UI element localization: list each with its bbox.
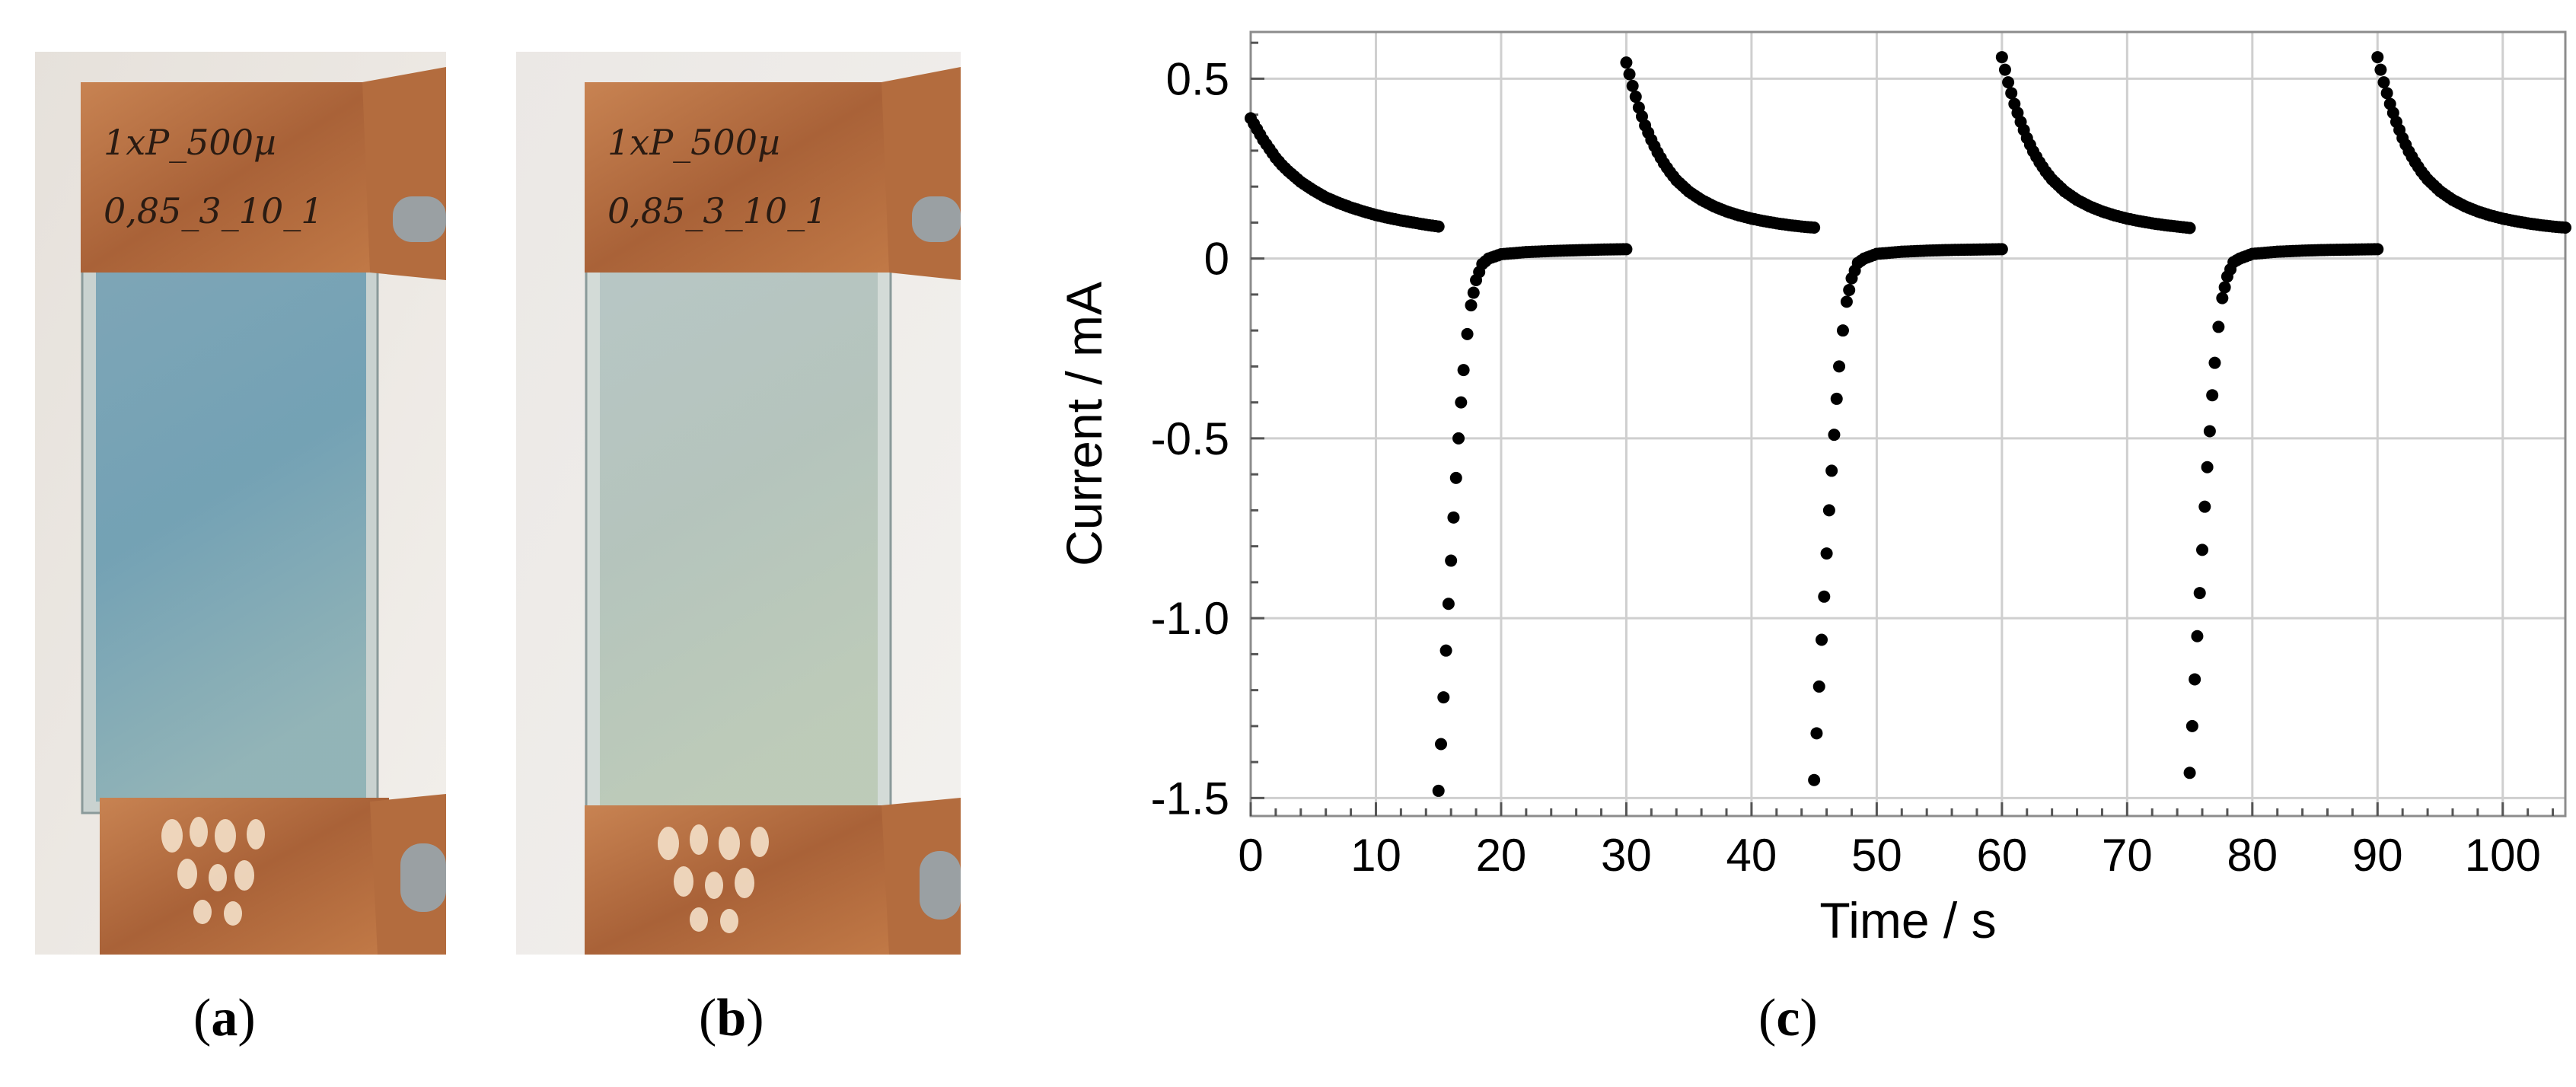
data-point [1452, 432, 1465, 445]
data-point [1435, 738, 1448, 751]
data-point [2377, 76, 2390, 89]
data-point [2196, 544, 2209, 556]
data-point [1825, 464, 1838, 477]
data-point [2005, 87, 2018, 100]
data-point [2208, 356, 2221, 369]
data-point [1843, 284, 1856, 297]
x-tick-label: 70 [2102, 830, 2153, 881]
data-point [1461, 327, 1474, 340]
data-point [1467, 286, 1480, 299]
data-point [1808, 773, 1821, 786]
x-tick-label: 50 [1851, 830, 1902, 881]
data-point [2380, 87, 2393, 100]
data-point [2371, 243, 2384, 256]
data-point [1833, 360, 1846, 373]
data-point [1437, 691, 1450, 704]
x-tick-label: 30 [1601, 830, 1652, 881]
x-tick-label: 0 [1238, 830, 1263, 881]
data-point [1465, 299, 1478, 312]
x-tick-label: 90 [2352, 830, 2403, 881]
y-tick-label: 0.5 [1166, 53, 1229, 104]
data-point [2185, 719, 2198, 732]
data-point [1820, 547, 1833, 560]
data-point [2216, 292, 2229, 304]
data-point [1620, 243, 1633, 256]
data-point [2212, 320, 2225, 333]
data-point [1455, 396, 1468, 409]
data-point [1998, 63, 2011, 76]
caption-panel-c: (c) [1758, 989, 1818, 1047]
data-point [1995, 243, 2008, 256]
data-point [1623, 68, 1636, 81]
data-point [2183, 222, 2196, 234]
data-point [1810, 727, 1823, 740]
data-point [1620, 56, 1633, 69]
data-point [1816, 633, 1828, 646]
data-points [1245, 51, 2571, 797]
x-tick-label: 20 [1476, 830, 1527, 881]
x-tick-label: 40 [1726, 830, 1777, 881]
photo-label-line1: 1xP_500µ [607, 122, 780, 163]
axis-ticks [1249, 41, 2555, 816]
plot-frame [1249, 30, 2567, 818]
photo-bleached-device-image: 1xP_500µ 0,85_3_10_1 [516, 52, 961, 955]
data-point [2198, 500, 2211, 513]
data-point [2559, 222, 2571, 234]
photo-colored-device-image: 1xP_500µ 0,85_3_10_1 [35, 52, 446, 955]
data-point [1995, 51, 2008, 64]
photo-bleached-device: 1xP_500µ 0,85_3_10_1 [516, 52, 961, 955]
caption-panel-a: (a) [193, 989, 256, 1047]
data-point [2203, 425, 2216, 438]
x-tick-label: 100 [2465, 830, 2541, 881]
data-point [1626, 79, 1639, 92]
y-tick-label: -0.5 [1151, 413, 1229, 464]
data-point [1836, 324, 1849, 337]
data-point [1840, 295, 1853, 308]
chronoamperometry-chart: 0 10 20 30 40 50 60 70 80 90 100 0.5 0 -0.5 -1.0 -1.5 T… [1056, 30, 2571, 948]
x-axis-label: Time / s [1819, 892, 1996, 948]
data-point [1432, 784, 1445, 797]
data-point [2206, 389, 2219, 402]
data-point [1442, 598, 1455, 610]
y-tick-label: -1.5 [1151, 773, 1229, 824]
data-point [1818, 590, 1831, 603]
data-point [1457, 364, 1470, 377]
data-point [1812, 680, 1825, 693]
x-tick-label: 10 [1350, 830, 1401, 881]
x-tick-label: 60 [1976, 830, 2027, 881]
data-point [1822, 504, 1835, 517]
caption-panel-b: (b) [699, 989, 764, 1047]
data-point [2374, 63, 2387, 76]
data-point [2002, 76, 2015, 89]
photo-label-line1: 1xP_500µ [104, 122, 276, 163]
data-point [1828, 429, 1841, 441]
data-point [2201, 461, 2214, 473]
axis-tick-labels: 0 10 20 30 40 50 60 70 80 90 100 0.5 0 -0.5 -1.0 -1.5 [1151, 53, 2541, 881]
photo-label-line2: 0,85_3_10_1 [104, 190, 324, 231]
data-point [1830, 392, 1843, 405]
photo-colored-device: 1xP_500µ 0,85_3_10_1 [35, 52, 446, 955]
data-point [1445, 554, 1458, 567]
data-point [1449, 471, 1462, 484]
data-point [1432, 220, 1445, 233]
y-axis-label: Current / mA [1056, 282, 1112, 566]
data-point [1447, 511, 1460, 524]
data-point [1439, 644, 1452, 657]
data-point [2191, 630, 2204, 642]
data-point [1629, 91, 1642, 104]
data-point [1808, 222, 1821, 234]
y-tick-label: 0 [1204, 234, 1229, 285]
y-tick-label: -1.0 [1151, 593, 1229, 644]
data-point [2183, 767, 2196, 779]
data-point [2371, 51, 2384, 64]
photo-label-line2: 0,85_3_10_1 [607, 190, 827, 231]
data-point [2189, 673, 2201, 686]
data-point [2218, 281, 2231, 294]
x-tick-label: 80 [2227, 830, 2278, 881]
data-point [2193, 587, 2206, 600]
